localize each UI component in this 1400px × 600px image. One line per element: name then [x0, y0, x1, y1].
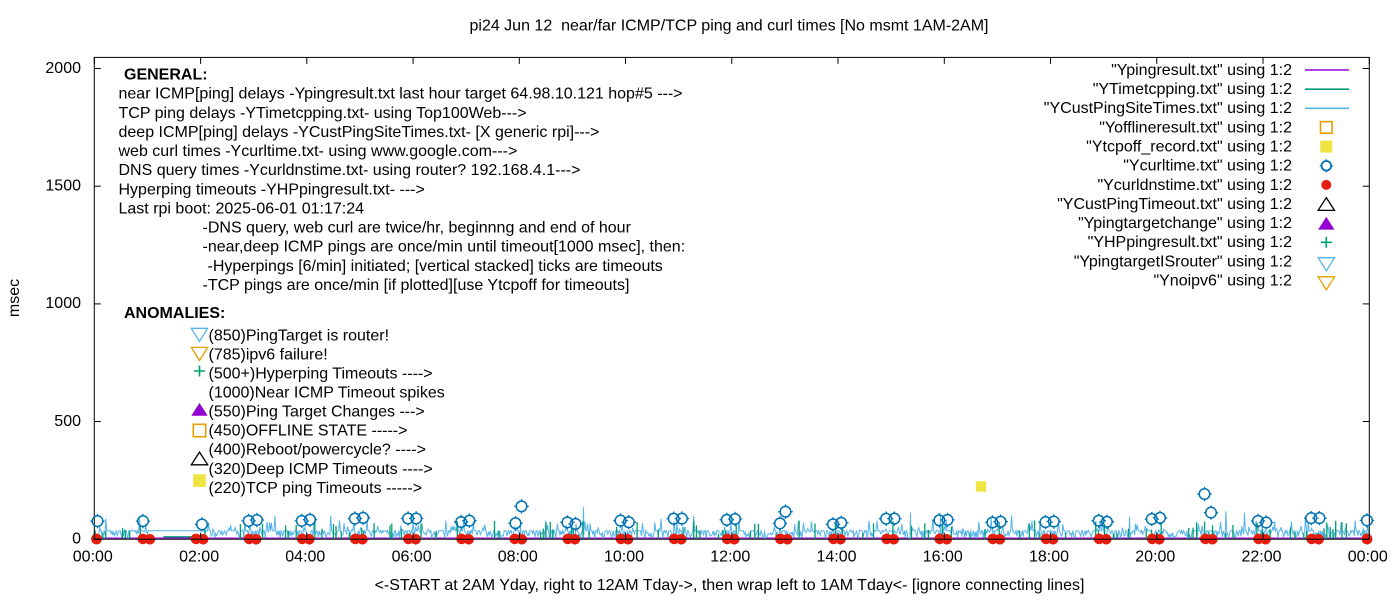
svg-text:"Ynoipv6" using 1:2: "Ynoipv6" using 1:2	[1153, 273, 1292, 290]
svg-text:"YpingtargetISrouter" using 1:: "YpingtargetISrouter" using 1:2	[1074, 253, 1292, 270]
svg-text:Last rpi boot: 2025-06-01 01:1: Last rpi boot: 2025-06-01 01:17:24	[119, 200, 365, 217]
svg-text:"YCustPingTimeout.txt" using 1: "YCustPingTimeout.txt" using 1:2	[1057, 196, 1292, 213]
svg-text:Hyperping timeouts -YHPpingres: Hyperping timeouts -YHPpingresult.txt- -…	[119, 181, 425, 198]
svg-text:"Yofflineresult.txt" using 1:2: "Yofflineresult.txt" using 1:2	[1099, 119, 1292, 136]
svg-text:1000: 1000	[45, 295, 81, 312]
svg-text:TCP ping delays -YTimetcpping.: TCP ping delays -YTimetcpping.txt- using…	[119, 105, 527, 122]
svg-text:DNS query times -Ycurldnstime.: DNS query times -Ycurldnstime.txt- using…	[119, 162, 581, 179]
svg-text:12:00: 12:00	[710, 548, 750, 565]
svg-text:"Ypingresult.txt" using 1:2: "Ypingresult.txt" using 1:2	[1111, 62, 1292, 79]
svg-text:msec: msec	[6, 279, 23, 317]
svg-text:-Hyperpings [6/min] initiated;: -Hyperpings [6/min] initiated; [vertical…	[208, 258, 663, 275]
svg-text:"Ycurltime.txt" using 1:2: "Ycurltime.txt" using 1:2	[1123, 158, 1292, 175]
svg-text:"YCustPingSiteTimes.txt" using: "YCustPingSiteTimes.txt" using 1:2	[1044, 100, 1292, 117]
svg-text:00:00: 00:00	[1348, 548, 1388, 565]
svg-text:2000: 2000	[45, 60, 81, 77]
svg-text:-TCP pings are once/min [if pl: -TCP pings are once/min [if plotted][use…	[203, 277, 630, 294]
svg-text:"YTimetcpping.txt" using 1:2: "YTimetcpping.txt" using 1:2	[1093, 81, 1292, 98]
svg-text:0: 0	[72, 531, 81, 548]
svg-text:(400)Reboot/powercycle? ---->: (400)Reboot/powercycle? ---->	[209, 442, 426, 459]
svg-text:-DNS query, web curl are twice: -DNS query, web curl are twice/hr, begin…	[203, 220, 632, 237]
svg-text:500: 500	[54, 413, 81, 430]
svg-text:18:00: 18:00	[1029, 548, 1069, 565]
svg-text:(850)PingTarget is router!: (850)PingTarget is router!	[209, 328, 390, 345]
svg-text:02:00: 02:00	[179, 548, 219, 565]
svg-text:06:00: 06:00	[392, 548, 432, 565]
svg-text:14:00: 14:00	[816, 548, 856, 565]
svg-text:(320)Deep ICMP Timeouts ---->: (320)Deep ICMP Timeouts ---->	[209, 461, 433, 478]
svg-text:"Ytcpoff_record.txt" using 1:2: "Ytcpoff_record.txt" using 1:2	[1086, 139, 1292, 156]
svg-text:ANOMALIES:: ANOMALIES:	[124, 305, 225, 322]
svg-text:"Ypingtargetchange" using 1:2: "Ypingtargetchange" using 1:2	[1078, 215, 1292, 232]
svg-text:16:00: 16:00	[923, 548, 963, 565]
svg-text:1500: 1500	[45, 178, 81, 195]
svg-text:-near,deep ICMP pings are once: -near,deep ICMP pings are once/min until…	[203, 239, 686, 256]
svg-text:"YHPpingresult.txt" using 1:2: "YHPpingresult.txt" using 1:2	[1088, 234, 1292, 251]
svg-text:web curl times -Ycurltime.txt-: web curl times -Ycurltime.txt- using www…	[118, 143, 518, 160]
svg-text:(550)Ping Target Changes --->: (550)Ping Target Changes --->	[209, 404, 425, 421]
svg-text:22:00: 22:00	[1241, 548, 1281, 565]
svg-text:(1000)Near ICMP Timeout spikes: (1000)Near ICMP Timeout spikes	[209, 385, 445, 402]
svg-text:deep ICMP[ping] delays -YCustP: deep ICMP[ping] delays -YCustPingSiteTim…	[119, 124, 600, 141]
svg-text:<-START at 2AM Yday, right to: <-START at 2AM Yday, right to 12AM Tday-…	[375, 577, 1085, 594]
svg-text:(220)TCP ping Timeouts ----->: (220)TCP ping Timeouts ----->	[209, 480, 423, 497]
svg-text:(500+)Hyperping Timeouts ---->: (500+)Hyperping Timeouts ---->	[209, 366, 433, 383]
svg-text:10:00: 10:00	[604, 548, 644, 565]
svg-text:00:00: 00:00	[73, 548, 113, 565]
svg-text:"Ycurldnstime.txt" using 1:2: "Ycurldnstime.txt" using 1:2	[1097, 177, 1292, 194]
svg-text:GENERAL:: GENERAL:	[124, 67, 208, 84]
svg-text:20:00: 20:00	[1135, 548, 1175, 565]
svg-text:08:00: 08:00	[498, 548, 538, 565]
svg-text:04:00: 04:00	[285, 548, 325, 565]
svg-text:(450)OFFLINE STATE ----->: (450)OFFLINE STATE ----->	[209, 423, 408, 440]
svg-text:(785)ipv6 failure!: (785)ipv6 failure!	[209, 347, 328, 364]
svg-text:near ICMP[ping] delays -Ypingr: near ICMP[ping] delays -Ypingresult.txt …	[119, 86, 683, 103]
svg-text:pi24 Jun 12 near/far ICMP/TCP: pi24 Jun 12 near/far ICMP/TCP ping and c…	[469, 18, 988, 35]
